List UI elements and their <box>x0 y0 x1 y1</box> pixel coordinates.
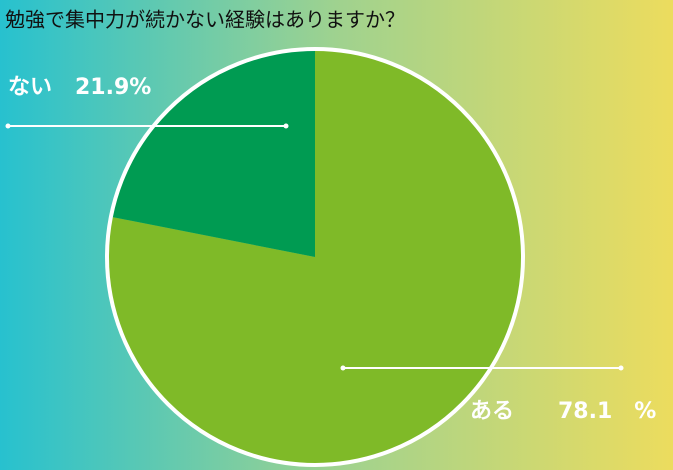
pie-slice <box>107 49 524 465</box>
leader-dot <box>5 123 11 129</box>
chart-title: 勉強で集中力が続かない経験はありますか？ <box>5 8 405 32</box>
leader-dot <box>283 123 289 129</box>
leader-dot <box>618 365 624 371</box>
slice-label: ない <box>8 75 52 100</box>
slice-value-label: 21.9% <box>75 75 151 100</box>
slice-value-label: 78.1 % <box>558 399 656 424</box>
pie-slice <box>110 48 316 258</box>
leader-dot <box>340 365 346 371</box>
slice-label: ある <box>470 399 514 424</box>
pie-outline <box>105 47 525 467</box>
